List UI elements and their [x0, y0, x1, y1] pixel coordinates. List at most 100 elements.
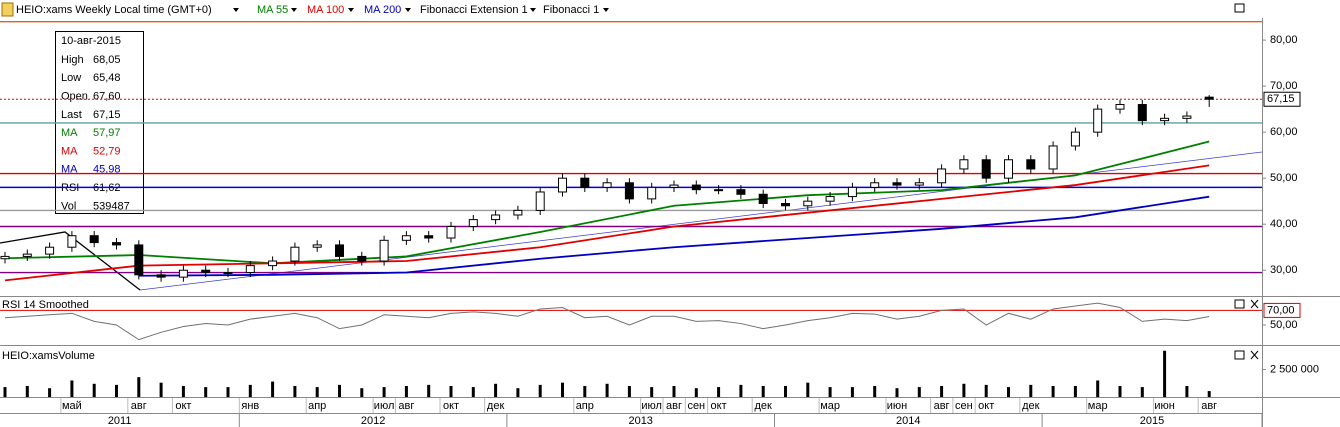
- volume-bar: [1185, 385, 1189, 397]
- volume-bar: [694, 388, 698, 397]
- dropdown-arrow[interactable]: [405, 8, 411, 12]
- candle-body: [67, 235, 77, 248]
- candle-body: [914, 182, 924, 186]
- candle-body: [446, 226, 456, 239]
- dropdown-arrow[interactable]: [530, 8, 536, 12]
- candle-body: [45, 246, 55, 255]
- candle-body: [245, 265, 255, 274]
- volume-bar: [627, 385, 631, 397]
- info-label: MA: [61, 164, 78, 176]
- ma100-label[interactable]: MA 100: [307, 4, 344, 16]
- volume-bar: [784, 385, 787, 397]
- dropdown-arrow[interactable]: [348, 8, 354, 12]
- candle-body: [825, 196, 835, 202]
- volume-bar: [115, 384, 118, 397]
- month-label: окт: [711, 400, 727, 412]
- y-tick-label: 50,00: [1270, 172, 1298, 184]
- month-label: окт: [443, 400, 459, 412]
- candle-body: [1026, 159, 1036, 170]
- volume-bar: [1007, 387, 1010, 397]
- volume-bar: [850, 387, 854, 397]
- volume-bar: [1140, 387, 1144, 397]
- candle-body: [981, 159, 991, 179]
- candle-body: [401, 235, 411, 241]
- y-tick-label: 50,00: [1270, 319, 1298, 331]
- volume-bar: [494, 383, 498, 397]
- close-button[interactable]: [1250, 350, 1259, 360]
- dropdown-arrow[interactable]: [603, 8, 609, 12]
- volume-bar: [3, 387, 7, 397]
- month-label: апр: [576, 400, 594, 412]
- volume-bar: [806, 382, 810, 397]
- month-label: дек: [487, 400, 505, 412]
- close-button[interactable]: [1250, 299, 1259, 309]
- info-label: Vol: [61, 200, 76, 212]
- fib-label[interactable]: Fibonacci 1: [543, 4, 599, 16]
- symbol-label[interactable]: HEIO:xams Weekly Local time (GMT+0): [16, 4, 212, 16]
- volume-bar: [293, 385, 297, 397]
- volume-bar: [382, 387, 386, 397]
- year-label: 2015: [1140, 415, 1164, 427]
- candle-body: [959, 159, 969, 170]
- maximize-button[interactable]: [1234, 350, 1245, 360]
- volume-bar: [1029, 384, 1033, 397]
- maximize-button[interactable]: [1234, 299, 1245, 309]
- info-value: 539487: [93, 200, 130, 212]
- maximize-button[interactable]: [1234, 3, 1245, 13]
- volume-bar: [248, 384, 252, 397]
- month-label: окт: [175, 400, 191, 412]
- volume-bar: [717, 387, 721, 397]
- info-label: Open: [61, 91, 88, 103]
- candle-body: [1137, 104, 1147, 122]
- ma200-label[interactable]: MA 200: [364, 4, 401, 16]
- candle-body: [1004, 159, 1013, 179]
- last-price-label: 67,15: [1267, 93, 1295, 105]
- month-label: авг: [934, 400, 950, 412]
- y-tick-label: 60,00: [1270, 126, 1298, 138]
- info-value: 65,48: [93, 72, 121, 84]
- volume-bar: [360, 388, 364, 397]
- candle-body: [0, 255, 10, 260]
- candle-body: [870, 182, 880, 188]
- volume-bar: [70, 380, 74, 397]
- volume-bar: [315, 387, 319, 397]
- y-tick-label: 2 500 000: [1270, 363, 1319, 375]
- info-label: High: [61, 54, 84, 66]
- volume-bar: [1073, 385, 1077, 397]
- trend-zigzag: [0, 231, 141, 291]
- volume-bar: [181, 385, 185, 397]
- info-value: 52,79: [93, 145, 121, 157]
- dropdown-arrow[interactable]: [233, 8, 239, 12]
- dropdown-arrow[interactable]: [291, 8, 297, 12]
- month-label: июл: [374, 400, 395, 412]
- rsi-level-box: [1263, 302, 1301, 318]
- volume-bar: [271, 381, 275, 397]
- volume-bar: [650, 387, 654, 397]
- candle-body: [357, 255, 367, 262]
- candle-body: [602, 182, 612, 188]
- info-label: MA: [61, 127, 78, 139]
- ma55-label[interactable]: MA 55: [257, 4, 288, 16]
- month-label: май: [62, 400, 82, 412]
- year-label: 2014: [896, 415, 920, 427]
- month-label: мар: [1088, 400, 1108, 412]
- candle-body: [178, 269, 188, 278]
- candle-body: [1115, 104, 1125, 110]
- volume-bar: [873, 385, 877, 397]
- candle-body: [290, 246, 300, 262]
- info-value: 67,60: [93, 91, 121, 103]
- candle-body: [1048, 145, 1058, 170]
- candle-body: [134, 244, 144, 276]
- symbol-icon[interactable]: [1, 2, 14, 17]
- candle-body: [1070, 131, 1080, 147]
- volume-bar: [137, 377, 141, 397]
- volume-bar: [761, 385, 765, 397]
- candle-body: [1093, 108, 1103, 133]
- moving-average: [4, 164, 1210, 282]
- month-label: сен: [687, 400, 705, 412]
- fib-ext-label[interactable]: Fibonacci Extension 1: [420, 4, 528, 16]
- y-tick-label: 40,00: [1270, 218, 1298, 230]
- month-label: дек: [1022, 400, 1040, 412]
- volume-bar: [538, 384, 542, 397]
